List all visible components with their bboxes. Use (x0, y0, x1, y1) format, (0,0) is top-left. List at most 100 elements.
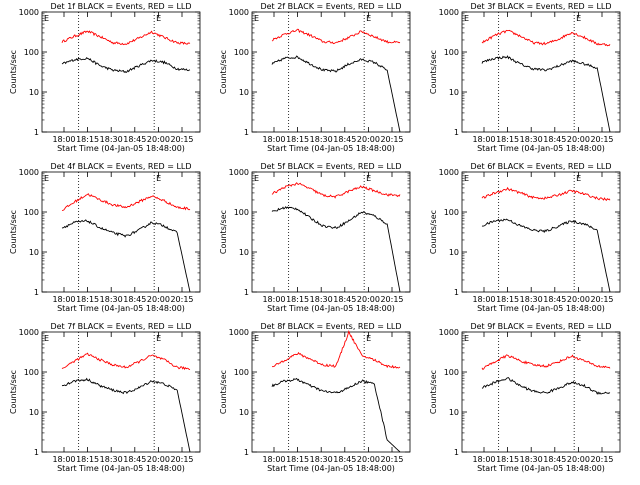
x-tick-label: 18:45 (543, 295, 566, 304)
x-tick-label: 20:00 (357, 455, 380, 464)
event-marker: E (576, 174, 581, 183)
x-tick-label: 20:15 (380, 295, 403, 304)
x-tick-label: 20:15 (380, 135, 403, 144)
y-tick-label: 1000 (19, 8, 39, 17)
y-tick-label: 100 (444, 48, 459, 57)
y-tick-label: 1 (454, 448, 459, 457)
y-axis-label: Counts/sec (429, 370, 438, 414)
plot-frame (251, 331, 411, 453)
y-tick-label: 1000 (229, 168, 249, 177)
series-lld (61, 30, 191, 46)
panel-title: Det 9f BLACK = Events, RED = LLD (470, 322, 611, 331)
y-tick-label: 1000 (439, 168, 459, 177)
y-tick-label: 10 (449, 248, 459, 257)
x-axis-label: Start Time (04-Jan-05 18:48:00) (267, 464, 395, 473)
x-axis-label: Start Time (04-Jan-05 18:48:00) (477, 144, 605, 153)
x-axis-label: Start Time (04-Jan-05 18:48:00) (57, 304, 185, 313)
y-tick-label: 1 (244, 128, 249, 137)
y-tick-label: 10 (29, 248, 39, 257)
x-axis-label: Start Time (04-Jan-05 18:48:00) (57, 144, 185, 153)
x-tick-label: 18:45 (123, 455, 146, 464)
series-events (481, 55, 611, 133)
event-marker: E (254, 14, 259, 23)
x-axis-label: Start Time (04-Jan-05 18:48:00) (477, 304, 605, 313)
x-tick-label: 18:30 (100, 295, 123, 304)
panel-det-2: Det 2f BLACK = Events, RED = LLD 1 10 100 10… (219, 2, 411, 153)
event-marker: E (44, 14, 49, 23)
x-tick-label: 18:00 (472, 295, 495, 304)
y-tick-label: 10 (239, 408, 249, 417)
y-tick-label: 1000 (19, 328, 39, 337)
plot-frame (41, 11, 201, 133)
y-tick-label: 100 (234, 208, 249, 217)
x-tick-label: 18:00 (472, 455, 495, 464)
panel-det-9: Det 9f BLACK = Events, RED = LLD 1 10 100 10… (429, 322, 621, 473)
y-axis-label: Counts/sec (9, 50, 18, 94)
x-tick-label: 20:00 (147, 455, 170, 464)
x-tick-label: 18:30 (310, 295, 333, 304)
x-tick-label: 18:45 (333, 455, 356, 464)
plot-frame (461, 331, 621, 453)
y-tick-label: 1 (244, 448, 249, 457)
y-axis-label: Counts/sec (219, 50, 228, 94)
event-marker: E (576, 14, 581, 23)
x-tick-label: 18:45 (333, 295, 356, 304)
y-axis-label: Counts/sec (429, 50, 438, 94)
event-marker: E (464, 334, 469, 343)
panel-title: Det 7f BLACK = Events, RED = LLD (50, 322, 191, 331)
x-tick-label: 18:00 (52, 135, 75, 144)
y-tick-label: 1000 (439, 328, 459, 337)
series-events (61, 57, 191, 74)
x-tick-label: 18:30 (520, 455, 543, 464)
y-tick-label: 10 (449, 408, 459, 417)
x-tick-label: 20:00 (357, 295, 380, 304)
y-tick-label: 1000 (229, 8, 249, 17)
x-tick-label: 18:00 (52, 295, 75, 304)
x-tick-label: 18:45 (333, 135, 356, 144)
series-events (271, 205, 401, 293)
series-lld (61, 193, 191, 211)
y-tick-label: 100 (444, 208, 459, 217)
y-axis-label: Counts/sec (219, 210, 228, 254)
event-marker: E (156, 174, 161, 183)
x-axis-label: Start Time (04-Jan-05 18:48:00) (477, 464, 605, 473)
y-tick-label: 100 (24, 368, 39, 377)
x-tick-label: 18:30 (100, 135, 123, 144)
x-tick-label: 20:00 (567, 455, 590, 464)
x-tick-label: 18:15 (496, 295, 519, 304)
x-tick-label: 18:15 (286, 295, 309, 304)
y-tick-label: 1000 (439, 8, 459, 17)
x-tick-label: 18:00 (262, 455, 285, 464)
x-tick-label: 20:00 (147, 135, 170, 144)
x-tick-label: 20:00 (147, 295, 170, 304)
x-tick-label: 18:00 (262, 295, 285, 304)
panel-det-6: Det 6f BLACK = Events, RED = LLD 1 10 100 10… (429, 162, 621, 313)
panel-title: Det 6f BLACK = Events, RED = LLD (470, 162, 611, 171)
plot-frame (251, 171, 411, 293)
event-marker: E (44, 334, 49, 343)
x-tick-label: 20:15 (590, 455, 613, 464)
x-tick-label: 18:00 (52, 455, 75, 464)
series-lld (61, 352, 191, 371)
event-marker: E (366, 174, 371, 183)
x-tick-label: 18:15 (76, 135, 99, 144)
event-marker: E (156, 334, 161, 343)
y-tick-label: 100 (444, 368, 459, 377)
series-events (61, 219, 191, 293)
series-lld (271, 182, 401, 199)
x-tick-label: 20:00 (357, 135, 380, 144)
x-tick-label: 20:15 (170, 135, 193, 144)
x-tick-label: 18:15 (286, 455, 309, 464)
y-tick-label: 1 (34, 288, 39, 297)
y-tick-label: 100 (24, 208, 39, 217)
event-marker: E (366, 334, 371, 343)
series-events (271, 55, 401, 133)
event-marker: E (254, 334, 259, 343)
x-tick-label: 18:15 (286, 135, 309, 144)
event-marker: E (156, 14, 161, 23)
x-tick-label: 18:30 (310, 455, 333, 464)
y-tick-label: 1000 (19, 168, 39, 177)
x-tick-label: 18:15 (76, 295, 99, 304)
panel-title: Det 4f BLACK = Events, RED = LLD (50, 162, 191, 171)
